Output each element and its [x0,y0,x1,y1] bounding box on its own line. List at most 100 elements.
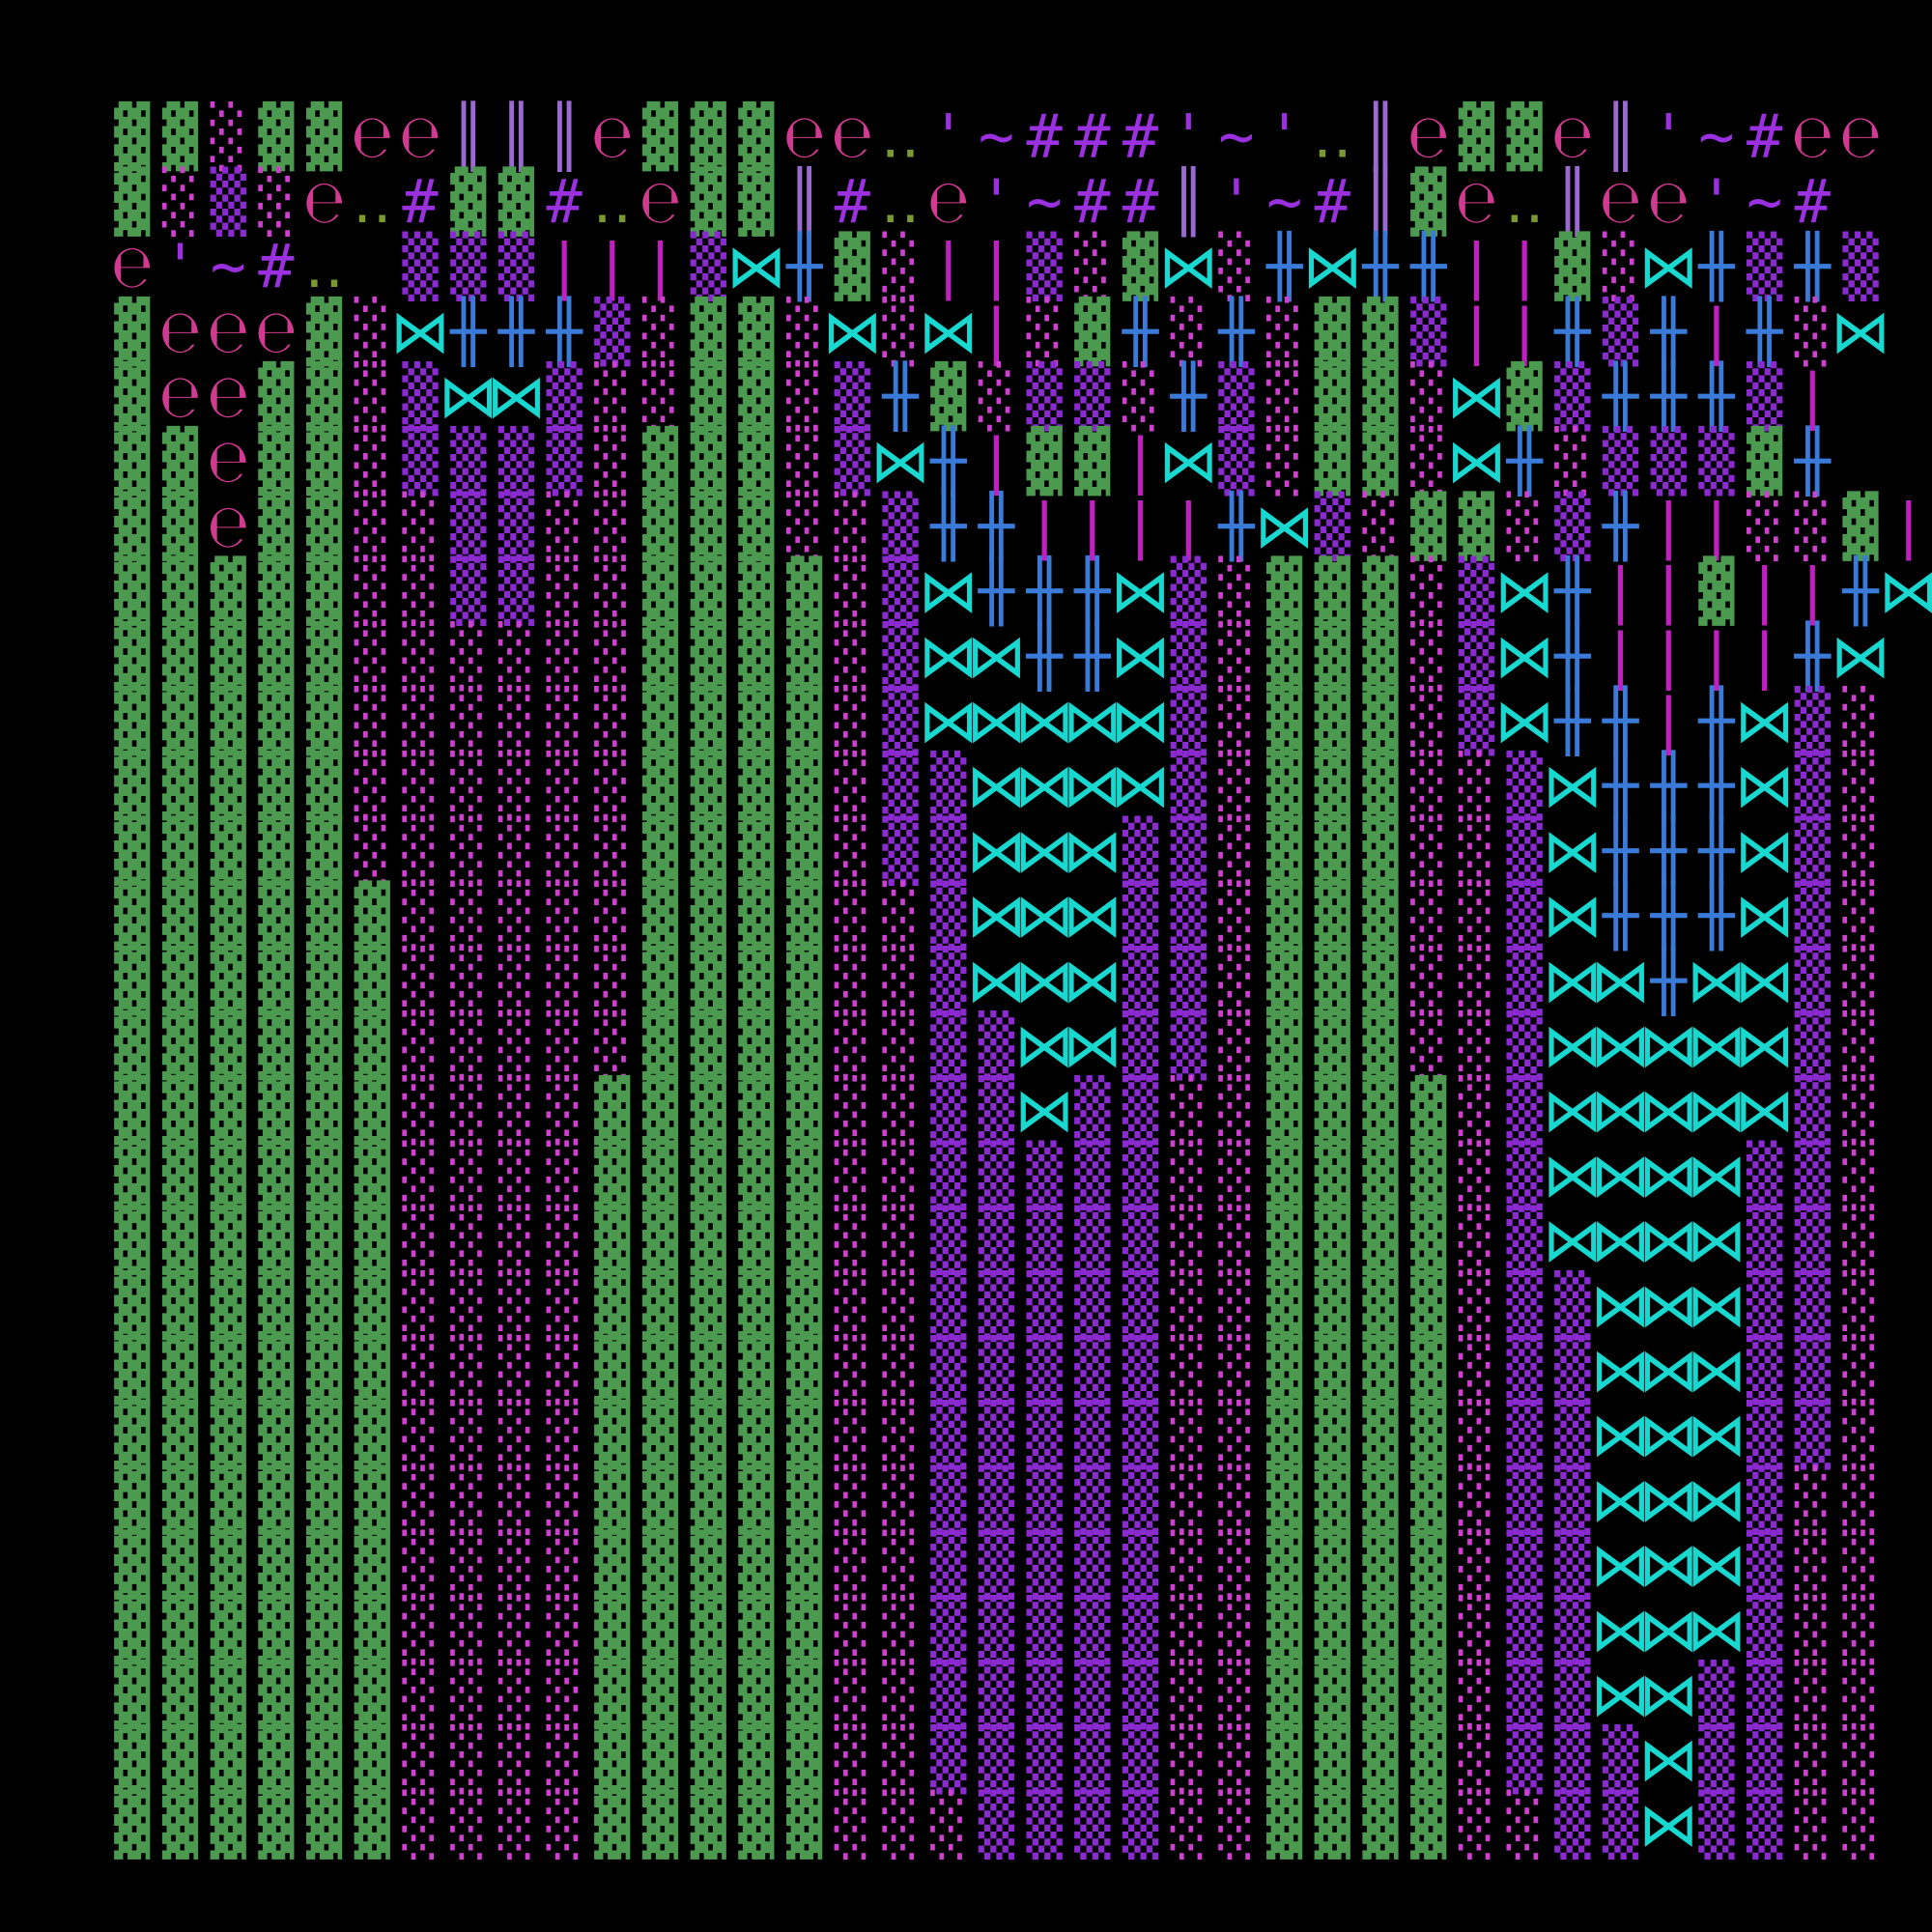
glyph: ▓ [258,685,295,755]
glyph: ▓ [642,880,679,951]
glyph: ▓ [306,685,343,755]
glyph: ▓ [1074,296,1111,366]
glyph: ▓ [114,1724,151,1795]
glyph: ▒ [1122,945,1159,1015]
glyph: ░ [355,751,390,821]
glyph: ░ [594,1009,630,1080]
glyph: ░ [1410,945,1446,1015]
glyph: ▓ [1410,1789,1447,1860]
glyph: ▒ [1410,296,1447,366]
glyph: ▓ [691,1009,727,1080]
glyph: ▓ [258,1594,295,1664]
glyph: | [1122,426,1158,497]
glyph: ▒ [1026,1400,1063,1470]
glyph: ▒ [1554,1334,1591,1405]
glyph: ▓ [642,1075,679,1146]
glyph: ░ [835,945,870,1015]
glyph: ▒ [979,1334,1015,1405]
glyph: ℮ [211,360,246,431]
glyph: ℮ [211,491,246,561]
glyph: ⋈ [1591,1659,1651,1729]
glyph: ▓ [211,751,247,821]
glyph: ▓ [306,1529,343,1600]
glyph: ░ [835,555,870,626]
glyph: ▓ [1315,815,1351,886]
glyph: ░ [355,555,390,626]
glyph: ░ [882,880,918,951]
glyph: ░ [1410,751,1446,821]
glyph: ░ [546,815,582,886]
glyph: ▓ [114,166,151,237]
glyph: ░ [450,1724,486,1795]
glyph: ▓ [1315,1205,1351,1275]
glyph: ░ [786,426,822,497]
glyph: ▓ [114,555,151,626]
glyph: ▓ [355,1400,391,1470]
glyph: ⋈ [1591,1205,1651,1275]
glyph: ░ [1795,1724,1831,1795]
glyph: | [1698,620,1734,692]
glyph: ▓ [355,1334,391,1405]
glyph: ▓ [1266,1594,1303,1664]
glyph: ║ [1362,100,1398,173]
glyph: ▓ [258,426,295,497]
glyph: ▓ [594,1529,631,1600]
glyph: ⋈ [966,685,1026,755]
glyph: ⋈ [1591,945,1651,1015]
glyph: ▒ [979,1009,1015,1080]
glyph: ℮ [162,296,198,366]
glyph: ⋈ [1638,1659,1698,1729]
glyph: ░ [882,1205,918,1275]
glyph: ▒ [498,231,535,301]
glyph: ⋈ [1591,1529,1651,1600]
glyph: ░ [1171,1075,1207,1146]
glyph: ▓ [738,815,775,886]
glyph: ▓ [1266,815,1303,886]
glyph: ℮ [1842,101,1878,172]
glyph: ░ [1026,296,1062,366]
glyph: | [1603,555,1638,627]
glyph: ▓ [306,620,343,691]
glyph: ' [930,101,966,172]
glyph: ░ [355,685,390,755]
glyph: ▓ [498,166,535,237]
glyph: ▓ [1362,945,1399,1015]
glyph: ▓ [1747,426,1783,497]
glyph: ~ [979,101,1014,172]
glyph: # [1074,166,1111,237]
glyph: ▓ [1506,360,1543,431]
glyph: ▓ [1410,491,1447,561]
glyph: ▓ [114,296,151,366]
glyph: ▓ [1362,360,1399,431]
glyph: ░ [1218,1724,1254,1795]
glyph: ▓ [642,815,679,886]
glyph: ▓ [1266,751,1303,821]
glyph: ⋈ [1543,880,1603,951]
glyph: ║ [1554,165,1590,238]
glyph: ░ [498,751,534,821]
glyph: ▒ [1074,1789,1111,1860]
glyph: ░ [402,1205,438,1275]
glyph: ╫ [1073,619,1111,692]
glyph: ⋈ [919,555,979,626]
glyph: ⋈ [1014,685,1074,755]
glyph: ░ [835,1075,870,1146]
glyph: ░ [1171,1205,1207,1275]
glyph: ⋈ [1591,1269,1651,1340]
glyph: ▒ [1747,1334,1783,1405]
glyph: ░ [1218,1140,1254,1210]
glyph: ⋈ [1735,815,1795,886]
glyph: ▓ [738,360,775,431]
glyph: ▒ [1795,945,1832,1015]
glyph: ▓ [162,1400,199,1470]
glyph: ░ [1122,360,1158,431]
glyph: ▓ [1266,1269,1303,1340]
glyph: ▒ [1795,751,1832,821]
glyph: ░ [450,1659,486,1729]
glyph: ▒ [1026,1789,1063,1860]
glyph: ▓ [691,751,727,821]
glyph: ⋈ [1831,620,1890,691]
glyph: ░ [1266,296,1302,366]
glyph: ░ [355,491,390,561]
glyph: | [1795,555,1831,627]
